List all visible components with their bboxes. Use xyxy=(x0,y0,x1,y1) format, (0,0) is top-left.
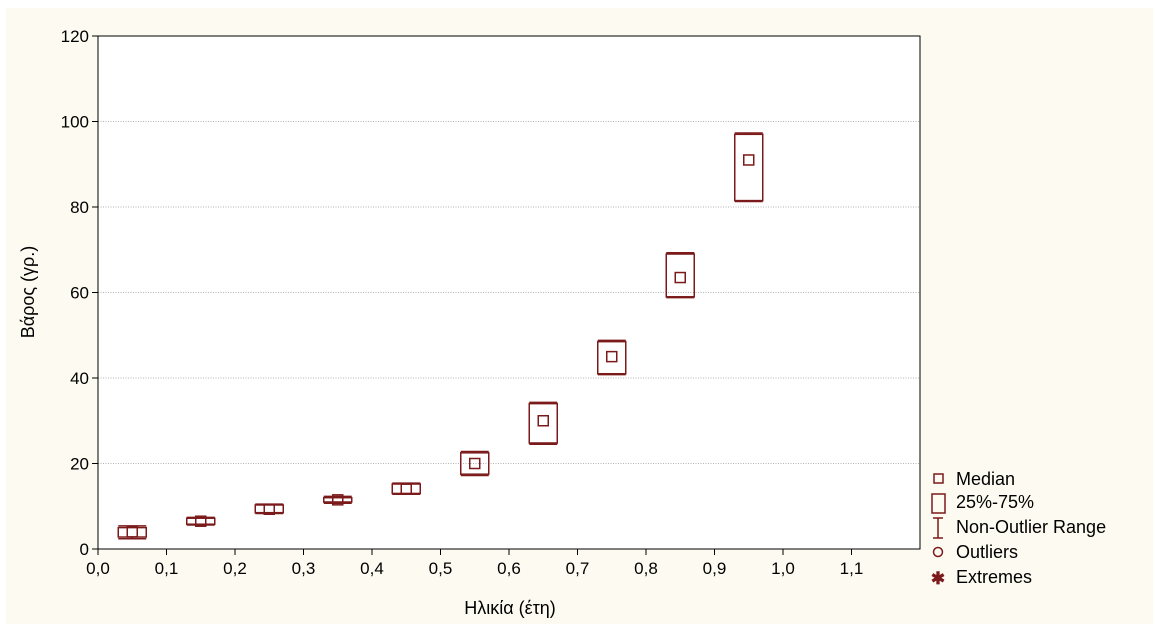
chart-frame: 0 20 40 60 80 100 120 0,0 0,1 0,2 0,3 0,4 0,5 0,6 0,7… xyxy=(6,8,1153,624)
iqr-box xyxy=(186,517,216,525)
iqr-box xyxy=(460,452,490,475)
y-tick-label: 80 xyxy=(70,198,89,217)
box-item xyxy=(323,494,353,506)
box-item xyxy=(597,339,627,376)
median-marker xyxy=(263,503,275,515)
legend-extreme-icon: ✱ xyxy=(931,569,945,588)
x-tick-label: 0,9 xyxy=(703,559,727,578)
x-tick-label: 0,6 xyxy=(497,559,521,578)
x-tick-label: 0,1 xyxy=(155,559,179,578)
x-tick-label: 0,7 xyxy=(566,559,590,578)
x-axis: 0,0 0,1 0,2 0,3 0,4 0,5 0,6 0,7 0,8 0,9 1,0 1,1 xyxy=(86,549,863,578)
median-marker xyxy=(332,494,344,506)
x-tick-label: 0,3 xyxy=(292,559,316,578)
legend-outlier-icon xyxy=(932,546,944,558)
box-item xyxy=(460,450,490,477)
gridlines xyxy=(98,121,920,464)
median-marker xyxy=(743,154,755,166)
iqr-box xyxy=(528,402,558,444)
median-marker xyxy=(537,415,549,427)
legend-median-label: Median xyxy=(956,469,1015,489)
y-tick-label: 120 xyxy=(61,27,89,46)
legend-box-label: 25%-75% xyxy=(956,492,1034,512)
y-axis-label: Βάρος (γρ.) xyxy=(18,246,38,339)
box-item xyxy=(665,251,695,299)
x-axis-label: Ηλικία (έτη) xyxy=(464,598,556,618)
x-tick-label: 0,0 xyxy=(86,559,110,578)
legend-median-icon xyxy=(933,473,944,484)
x-tick-label: 0,8 xyxy=(634,559,658,578)
legend-box-icon xyxy=(931,493,946,514)
legend-range-label: Non-Outlier Range xyxy=(956,517,1106,537)
x-tick-label: 0,4 xyxy=(360,559,384,578)
legend-outliers-label: Outliers xyxy=(956,542,1018,562)
iqr-box xyxy=(734,133,764,202)
y-tick-label: 20 xyxy=(70,455,89,474)
median-marker xyxy=(674,271,686,284)
legend-whisker-icon xyxy=(933,517,943,539)
x-tick-label: 1,0 xyxy=(771,559,795,578)
box-item xyxy=(117,525,147,540)
y-tick-label: 0 xyxy=(80,540,89,559)
x-tick-label: 0,2 xyxy=(223,559,247,578)
box-series xyxy=(117,132,764,540)
median-marker xyxy=(469,457,481,470)
median-marker xyxy=(195,515,207,527)
legend: Median 25%-75% Non-Outlier Range Outlier… xyxy=(931,469,1106,588)
boxplot-chart: 0 20 40 60 80 100 120 0,0 0,1 0,2 0,3 0,4 0,5 0,6 0,7… xyxy=(18,27,1106,618)
y-axis: 0 20 40 60 80 100 120 xyxy=(61,27,98,559)
box-item xyxy=(734,132,764,203)
box-item xyxy=(186,515,216,527)
median-marker xyxy=(126,526,138,538)
box-item xyxy=(391,482,421,496)
median-marker xyxy=(606,350,618,363)
iqr-box xyxy=(597,340,627,375)
y-tick-label: 60 xyxy=(70,284,89,303)
box-item xyxy=(528,401,558,446)
iqr-box xyxy=(665,253,695,298)
legend-extremes-label: Extremes xyxy=(956,567,1032,587)
box-item xyxy=(254,503,284,515)
x-tick-label: 1,1 xyxy=(840,559,864,578)
x-tick-label: 0,5 xyxy=(429,559,453,578)
y-tick-label: 40 xyxy=(70,369,89,388)
y-tick-label: 100 xyxy=(61,113,89,132)
iqr-box xyxy=(323,496,353,503)
median-marker xyxy=(400,483,412,495)
